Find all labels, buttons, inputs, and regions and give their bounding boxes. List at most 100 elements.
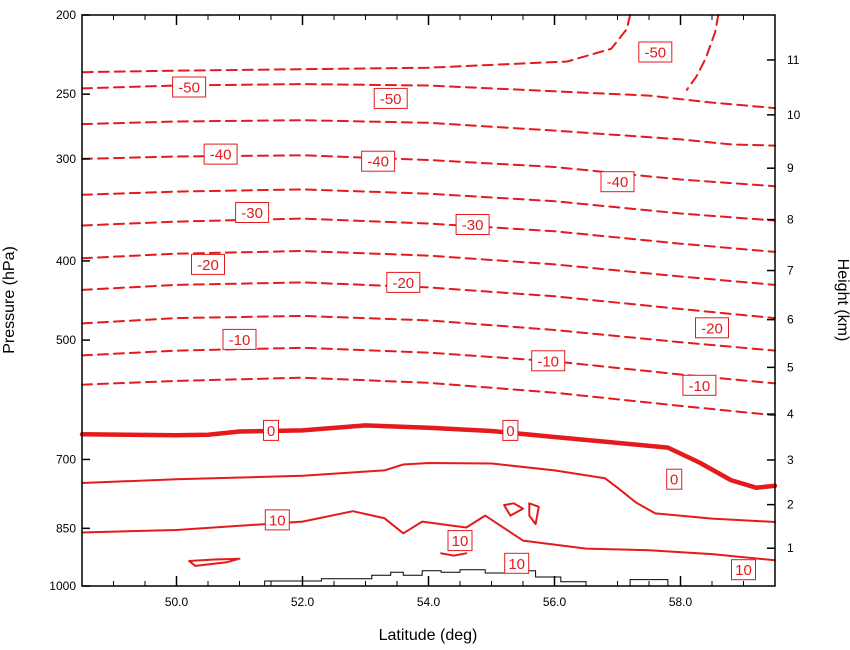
contour-line-10-15 bbox=[440, 552, 468, 557]
contour-line-0-12 bbox=[79, 423, 778, 490]
contour-label-box bbox=[172, 76, 207, 98]
contour-label-text: 10 bbox=[452, 533, 469, 550]
contour-label-box bbox=[638, 41, 673, 63]
height-tick-label: 6 bbox=[787, 313, 794, 327]
contour-label: -20 bbox=[386, 271, 421, 293]
contour-label-text: -20 bbox=[392, 275, 414, 292]
contour-label-box bbox=[373, 87, 408, 109]
contour-label-box bbox=[203, 143, 238, 165]
contour-label: -20 bbox=[191, 253, 225, 275]
contour-label: -40 bbox=[600, 171, 635, 193]
y-tick-label: 250 bbox=[56, 87, 76, 101]
y-axis-height: 1 2 3 4 5 6 7 8 9 10 11 bbox=[767, 53, 801, 555]
y-tick-label: 400 bbox=[56, 254, 76, 268]
x-tick-label: 58.0 bbox=[669, 595, 693, 609]
y-tick-label: 700 bbox=[56, 452, 76, 466]
contour-label-box bbox=[191, 253, 225, 275]
contour-label-text: -50 bbox=[380, 91, 402, 108]
contour-line--45-3 bbox=[81, 119, 776, 147]
height-tick-label: 7 bbox=[787, 264, 794, 278]
contour-label: -40 bbox=[361, 150, 396, 172]
contour-label: -50 bbox=[172, 76, 207, 98]
contour-label-text: 0 bbox=[506, 423, 514, 440]
contour-label: -30 bbox=[455, 214, 490, 235]
contour-label: -20 bbox=[695, 317, 729, 339]
contour-label: -40 bbox=[203, 143, 238, 165]
contour-label: -10 bbox=[531, 350, 566, 372]
contour-label: -50 bbox=[638, 41, 673, 63]
y-tick-label: 1000 bbox=[49, 579, 76, 593]
contour-line--5-11 bbox=[81, 376, 776, 417]
contour-label-box bbox=[235, 202, 270, 223]
contour-label-text: -30 bbox=[462, 217, 484, 234]
x-tick-label: 56.0 bbox=[543, 595, 567, 609]
height-tick-label: 1 bbox=[787, 541, 794, 555]
height-tick-label: 3 bbox=[787, 453, 794, 467]
x-axis: 50.0 52.0 54.0 56.0 58.0 bbox=[113, 15, 744, 609]
height-tick-label: 11 bbox=[787, 53, 800, 67]
contour-label: -30 bbox=[235, 202, 270, 223]
x-tick-label: 54.0 bbox=[417, 595, 441, 609]
contour-line--55-0 bbox=[81, 14, 632, 74]
contour-line-5-18 bbox=[188, 557, 241, 567]
contour-label-box bbox=[695, 317, 729, 339]
contour-label-box bbox=[682, 374, 717, 396]
contour-labels: -50 -50 -50 -40 -40 -40 -30 -30 -20 -20 -20 -10 -10 -… bbox=[172, 41, 756, 581]
contour-label-text: -40 bbox=[367, 154, 389, 171]
height-tick-label: 5 bbox=[787, 360, 794, 374]
contour-label-text: -50 bbox=[178, 80, 200, 97]
contour-label-text: -40 bbox=[607, 174, 629, 191]
y-tick-label: 200 bbox=[56, 8, 76, 22]
contour-label-text: -40 bbox=[210, 147, 232, 164]
x-axis-title: Latitude (deg) bbox=[379, 627, 478, 644]
contour-label-text: 0 bbox=[670, 472, 678, 489]
contour-label: -50 bbox=[373, 87, 408, 109]
contour-label: -10 bbox=[682, 374, 717, 396]
contour-line--35-5 bbox=[81, 188, 776, 222]
x-tick-label: 50.0 bbox=[165, 595, 189, 609]
x-tick-label: 52.0 bbox=[291, 595, 315, 609]
contour-label: 10 bbox=[731, 559, 756, 581]
contour-label-text: -20 bbox=[701, 320, 723, 337]
contour-label-box bbox=[361, 150, 396, 172]
contour-label-text: -30 bbox=[241, 205, 263, 222]
height-tick-label: 9 bbox=[787, 161, 794, 175]
contour-label-text: -10 bbox=[229, 332, 251, 349]
contour-line-15-16 bbox=[503, 502, 524, 517]
contour-label-text: 10 bbox=[508, 556, 525, 573]
contour-label-box bbox=[731, 559, 756, 581]
contour-label-box bbox=[447, 530, 473, 552]
y-tick-label: 500 bbox=[56, 333, 76, 347]
contour-line--30-6 bbox=[81, 217, 776, 253]
contour-label-box bbox=[531, 350, 566, 372]
plot-frame bbox=[81, 14, 776, 587]
height-tick-label: 4 bbox=[787, 407, 794, 421]
contour-label-box bbox=[666, 468, 683, 490]
contour-label-box bbox=[455, 214, 490, 235]
contour-line--20-8 bbox=[81, 281, 776, 320]
contour-line--55-1 bbox=[685, 14, 720, 91]
y-axis-title: Pressure (hPa) bbox=[1, 246, 18, 354]
contour-label-text: -50 bbox=[644, 45, 666, 62]
height-tick-label: 10 bbox=[787, 108, 801, 122]
contour-lines bbox=[79, 14, 778, 567]
height-tick-label: 2 bbox=[787, 498, 794, 512]
y2-axis-title: Height (km) bbox=[834, 259, 850, 342]
contour-label-text: 0 bbox=[267, 423, 275, 440]
contour-label: 10 bbox=[264, 509, 290, 531]
contour-line-10-14 bbox=[81, 510, 776, 562]
contour-label: -10 bbox=[222, 328, 257, 350]
contour-line--40-4 bbox=[81, 154, 776, 188]
contour-line--15-9 bbox=[81, 314, 776, 352]
contour-label-box bbox=[504, 552, 530, 574]
contour-line--10-10 bbox=[81, 346, 776, 385]
contour-label-text: -10 bbox=[537, 353, 559, 370]
contour-label-text: 10 bbox=[735, 562, 752, 579]
contour-label-box bbox=[264, 509, 290, 531]
contour-label-box bbox=[600, 171, 635, 193]
height-tick-label: 8 bbox=[787, 213, 794, 227]
contour-label-box bbox=[386, 271, 421, 293]
contour-label-box bbox=[502, 419, 519, 441]
y-tick-label: 300 bbox=[56, 152, 76, 166]
